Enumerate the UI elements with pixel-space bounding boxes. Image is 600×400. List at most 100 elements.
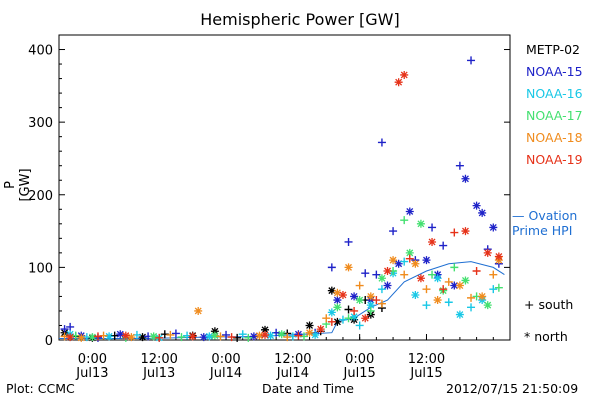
data-point-south <box>377 138 386 147</box>
data-point-north <box>77 333 86 342</box>
x-tick-label-time: 0:00 <box>78 352 107 367</box>
data-point-south <box>400 257 409 266</box>
data-point-north <box>66 333 75 342</box>
data-point-north <box>400 70 409 79</box>
data-point-north <box>327 308 336 317</box>
data-point-north <box>389 256 398 265</box>
data-point-south <box>171 329 180 338</box>
data-point-north <box>338 290 347 299</box>
data-point-south <box>244 333 253 342</box>
chart-title: Hemispheric Power [GW] <box>200 10 400 29</box>
data-point-north <box>316 325 325 334</box>
plot-credit: Plot: CCMC <box>6 381 75 396</box>
data-point-south <box>467 293 476 302</box>
data-point-south <box>344 305 353 314</box>
legend-entry: NOAA-15 <box>526 64 583 79</box>
legend-entry: NOAA-18 <box>526 130 583 145</box>
marker-legend-north: * north <box>524 329 568 344</box>
data-point-south <box>288 332 297 341</box>
data-point-south <box>455 161 464 170</box>
data-point-north <box>433 274 442 283</box>
data-point-north <box>478 208 487 217</box>
ovation-legend: — Ovation Prime HPI <box>512 208 600 238</box>
data-point-south <box>472 267 481 276</box>
data-point-north <box>255 331 264 340</box>
x-axis-label: Date and Time <box>262 381 354 396</box>
y-tick-label: 0 <box>45 334 53 349</box>
data-point-north <box>394 259 403 268</box>
data-point-south <box>422 285 431 294</box>
y-tick-label: 400 <box>28 44 53 59</box>
data-point-south <box>444 277 453 286</box>
data-point-south <box>344 314 353 323</box>
data-point-north <box>366 301 375 310</box>
data-point-south <box>238 330 247 339</box>
data-point-north <box>327 286 336 295</box>
data-point-north <box>188 332 197 341</box>
x-tick-label-date: Jul14 <box>276 366 309 381</box>
data-point-north <box>311 330 320 339</box>
data-point-north <box>461 276 470 285</box>
data-point-south <box>389 227 398 236</box>
data-point-north <box>366 292 375 301</box>
y-tick-label: 100 <box>28 261 53 276</box>
data-point-north <box>261 325 270 334</box>
data-point-north <box>494 252 503 261</box>
data-point-north <box>277 330 286 339</box>
data-point-north <box>344 263 353 272</box>
data-point-north <box>455 310 464 319</box>
data-point-south <box>467 56 476 65</box>
data-point-north <box>383 281 392 290</box>
data-point-south <box>350 306 359 315</box>
data-point-south <box>183 331 192 340</box>
data-point-north <box>205 332 214 341</box>
data-point-north <box>305 321 314 330</box>
x-tick-label-time: 12:00 <box>408 352 445 367</box>
data-point-south <box>294 331 303 340</box>
data-point-north <box>483 248 492 257</box>
data-point-south <box>160 330 169 339</box>
data-point-south <box>428 270 437 279</box>
data-point-south <box>222 330 231 339</box>
data-point-south <box>372 296 381 305</box>
data-point-south <box>110 331 119 340</box>
data-point-south <box>450 228 459 237</box>
data-point-south <box>216 332 225 341</box>
x-tick-label-time: 0:00 <box>345 352 374 367</box>
x-tick-label-date: Jul15 <box>343 366 376 381</box>
data-point-south <box>361 269 370 278</box>
data-point-north <box>428 237 437 246</box>
data-point-south <box>355 321 364 330</box>
data-point-north <box>478 292 487 301</box>
data-point-south <box>405 254 414 263</box>
data-point-north <box>411 259 420 268</box>
data-point-north <box>266 331 275 340</box>
data-point-north <box>377 274 386 283</box>
data-point-north <box>355 296 364 305</box>
data-point-south <box>177 333 186 342</box>
data-point-north <box>394 78 403 87</box>
data-point-north <box>333 303 342 312</box>
data-point-south <box>444 298 453 307</box>
data-point-south <box>283 333 292 342</box>
data-point-south <box>489 285 498 294</box>
data-point-south <box>422 301 431 310</box>
x-tick-label-time: 12:00 <box>140 352 177 367</box>
y-tick-label: 300 <box>28 116 53 131</box>
data-point-south <box>166 330 175 339</box>
data-point-south <box>233 333 242 342</box>
data-point-south <box>494 283 503 292</box>
legend-entry: NOAA-17 <box>526 108 583 123</box>
data-point-north <box>121 331 130 340</box>
data-point-south <box>450 263 459 272</box>
data-point-north <box>455 281 464 290</box>
data-point-north <box>405 248 414 257</box>
data-point-south <box>428 223 437 232</box>
data-point-south <box>467 303 476 312</box>
data-point-north <box>210 331 219 340</box>
data-point-south <box>372 270 381 279</box>
data-point-north <box>461 227 470 236</box>
data-point-north <box>199 333 208 342</box>
data-point-north <box>405 207 414 216</box>
data-point-north <box>416 274 425 283</box>
